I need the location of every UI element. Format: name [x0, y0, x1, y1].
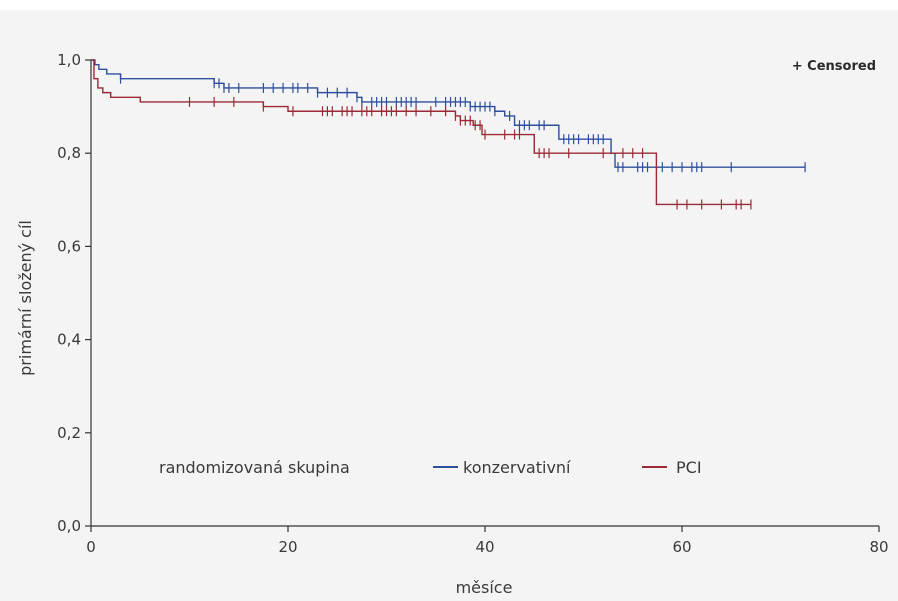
x-tick-label: 0: [86, 538, 96, 556]
x-tick-label: 20: [278, 538, 297, 556]
y-tick-label: 1,0: [57, 51, 81, 69]
legend-title: randomizovaná skupina: [159, 458, 350, 477]
legend: randomizovaná skupina konzervativní PCI: [159, 458, 702, 477]
y-tick-label: 0,4: [57, 331, 81, 349]
y-axis-title: primární složený cíl: [16, 220, 35, 376]
series-line-pci: [91, 59, 751, 206]
series-line-konzervativni: [91, 59, 806, 168]
x-axis-title: měsíce: [456, 578, 513, 597]
y-tick-label: 0,2: [57, 424, 81, 442]
series-konzervativni: [91, 59, 806, 173]
x-tick-label: 80: [869, 538, 888, 556]
y-tick-label: 0,0: [57, 517, 81, 535]
x-tick-label: 40: [475, 538, 494, 556]
chart-panel: [0, 10, 898, 601]
y-tick-label: 0,6: [57, 237, 81, 255]
ticks: 0 20 40 60 80 0,0 0,2 0,4 0,6 0,8 1,0: [57, 51, 888, 556]
y-tick-label: 0,8: [57, 144, 81, 162]
censored-note: + Censored: [792, 59, 876, 74]
series-layer: [91, 59, 806, 210]
legend-label-konzervativni: konzervativní: [463, 458, 571, 477]
legend-label-pci: PCI: [676, 458, 702, 477]
series-pci: [91, 59, 752, 210]
x-tick-label: 60: [672, 538, 691, 556]
